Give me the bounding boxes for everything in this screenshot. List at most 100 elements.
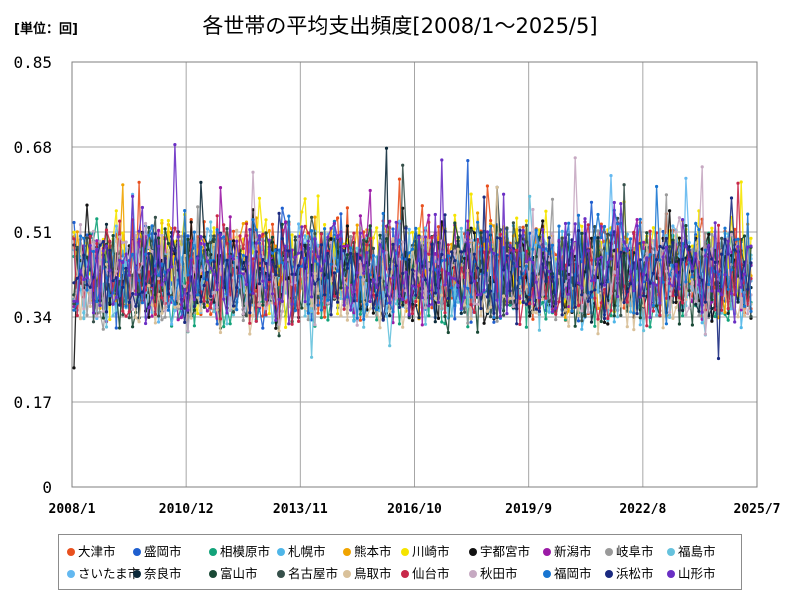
data-point [749,261,753,265]
data-point [749,314,753,319]
data-point [459,306,463,311]
data-point [85,236,89,240]
data-point [453,249,457,253]
data-point [544,296,548,300]
data-point [720,236,724,240]
data-point [746,312,750,316]
data-point [557,275,561,279]
data-point [648,229,652,233]
data-point [723,310,727,314]
data-point [290,302,294,306]
data-point [114,239,118,243]
data-point [537,235,542,239]
data-point [355,271,359,275]
data-point [414,293,418,297]
legend-marker [209,547,217,556]
data-point [290,322,294,326]
data-point [186,329,190,333]
data-point [153,215,157,219]
series-山形市 [72,143,753,326]
data-point [183,209,187,213]
y-tick-label: 0.68 [13,138,52,157]
data-point [459,250,463,254]
data-point [375,318,379,322]
legend-label: 熊本市 [354,544,392,559]
data-point [313,282,317,286]
data-point [596,212,600,217]
data-point [710,289,714,293]
data-point [127,310,131,314]
data-point [485,295,489,299]
data-point [95,314,99,318]
data-point [404,304,408,308]
data-point [570,249,574,253]
data-point [336,236,340,240]
data-point [118,258,122,262]
data-point [131,194,135,198]
data-point [580,319,584,323]
data-point [231,310,236,314]
data-point [573,324,577,328]
data-point [410,302,415,306]
data-point [495,185,499,189]
data-point [736,315,740,319]
data-point [160,311,164,315]
data-point [508,300,512,305]
data-point [358,214,362,218]
data-point [661,255,665,259]
data-point [703,231,708,235]
data-point [199,300,203,304]
data-point [108,294,112,298]
data-point [166,308,170,312]
data-point [375,285,379,290]
data-point [199,309,203,313]
legend-marker [543,569,551,578]
data-point [91,229,96,233]
data-point [300,264,304,268]
data-point [248,228,252,232]
data-point [388,219,392,223]
data-point [108,268,112,272]
data-point [632,311,636,315]
data-point [687,289,691,293]
data-point [446,296,450,300]
data-point [524,219,529,223]
data-point [345,286,349,290]
data-point [270,222,275,226]
data-point [547,258,551,262]
data-point [228,254,232,258]
data-point [642,240,646,244]
data-point [433,320,437,324]
data-point [664,193,669,197]
data-point [622,247,626,251]
data-point [121,241,125,245]
data-point [710,319,714,323]
data-point [580,231,584,235]
data-point [472,231,476,235]
data-point [157,277,161,281]
data-point [371,254,375,258]
data-point [664,236,669,241]
data-point [375,293,379,297]
legend-marker [667,547,675,556]
data-point [228,240,232,244]
data-point [664,322,669,326]
data-point [293,281,297,285]
data-point [310,229,314,233]
data-point [118,219,122,223]
data-point [345,253,349,257]
data-point [323,259,327,263]
data-point [218,186,223,190]
data-point [430,236,434,240]
data-point [645,243,649,247]
data-point [280,261,284,265]
data-point [98,303,102,308]
chart-title: 各世帯の平均支出頻度[2008/1～2025/5] [202,14,598,38]
data-point [384,294,389,298]
data-point [160,296,164,300]
data-point [147,270,151,274]
data-point [726,318,730,322]
data-point [606,316,610,321]
data-point [378,276,382,280]
data-point [469,281,473,285]
